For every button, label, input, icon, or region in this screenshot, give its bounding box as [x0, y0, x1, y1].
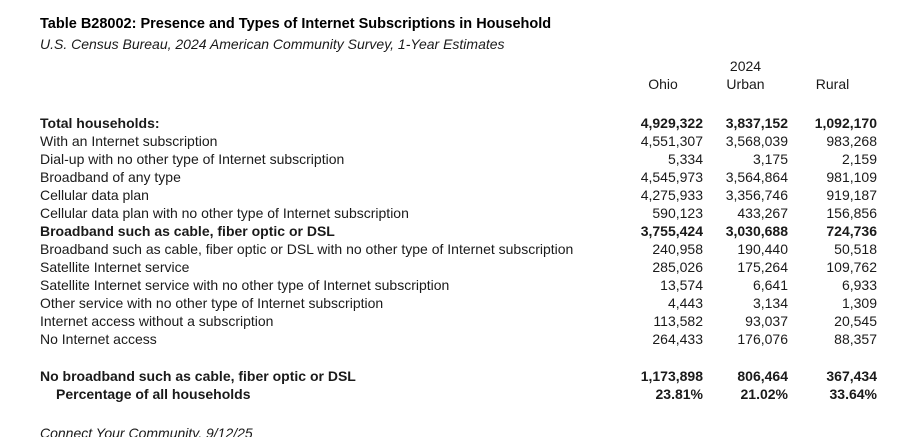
table-row: Total households: 4,929,322 3,837,152 1,… [40, 114, 877, 132]
row-value: 93,037 [745, 313, 788, 329]
column-header-row: Ohio Urban Rural [40, 75, 877, 93]
row-value: 6,641 [752, 277, 788, 293]
row-label: With an Internet subscription [40, 133, 218, 149]
table-row: Cellular data plan with no other type of… [40, 204, 877, 222]
row-value: 6,933 [841, 277, 877, 293]
spacer [788, 57, 877, 75]
row-label: Broadband such as cable, fiber optic or … [40, 223, 335, 239]
spacer [40, 75, 623, 93]
row-value: 113,582 [653, 313, 703, 329]
row-label: Cellular data plan with no other type of… [40, 205, 409, 221]
column-header-rural: Rural [815, 76, 850, 92]
table-row: With an Internet subscription 4,551,307 … [40, 132, 877, 150]
spacer [40, 57, 623, 75]
table-row: No Internet access 264,433 176,076 88,35… [40, 330, 877, 348]
row-value: 983,268 [826, 133, 877, 149]
row-label: Percentage of all households [56, 386, 251, 402]
row-value: 175,264 [737, 259, 788, 275]
row-value: 190,440 [737, 241, 788, 257]
row-value: 367,434 [826, 368, 877, 384]
row-label: Satellite Internet service with no other… [40, 277, 450, 293]
year-header-row: 2024 [40, 57, 877, 75]
row-label: Total households: [40, 115, 160, 131]
row-value: 1,309 [841, 295, 877, 311]
row-value: 3,030,688 [725, 223, 788, 239]
row-value: 13,574 [660, 277, 703, 293]
table-row: Broadband such as cable, fiber optic or … [40, 240, 877, 258]
row-value: 3,568,039 [725, 133, 788, 149]
table-row: Broadband such as cable, fiber optic or … [40, 222, 877, 240]
row-value: 919,187 [826, 187, 877, 203]
year-header: 2024 [729, 58, 762, 74]
row-value: 1,173,898 [640, 368, 703, 384]
row-value: 4,545,973 [640, 169, 703, 185]
row-value: 21.02% [740, 386, 788, 402]
row-value: 1,092,170 [814, 115, 877, 131]
page-subtitle: U.S. Census Bureau, 2024 American Commun… [40, 36, 505, 52]
table-row: Satellite Internet service 285,026 175,2… [40, 258, 877, 276]
census-table-page: Table B28002: Presence and Types of Inte… [40, 16, 877, 437]
row-value: 176,076 [737, 331, 788, 347]
table-row: Dial-up with no other type of Internet s… [40, 150, 877, 168]
row-label: Satellite Internet service [40, 259, 190, 275]
row-value: 88,357 [834, 331, 877, 347]
row-value: 4,443 [667, 295, 703, 311]
column-header-urban: Urban [726, 76, 765, 92]
spacer [623, 57, 703, 75]
table-summary: No broadband such as cable, fiber optic … [40, 367, 877, 403]
table-row: Cellular data plan 4,275,933 3,356,746 9… [40, 186, 877, 204]
table-row: Satellite Internet service with no other… [40, 276, 877, 294]
row-value: 3,837,152 [725, 115, 788, 131]
row-value: 240,958 [652, 241, 703, 257]
footnote: Connect Your Community, 9/12/25 [40, 425, 253, 437]
row-value: 3,755,424 [640, 223, 703, 239]
row-label: Broadband of any type [40, 169, 181, 185]
row-label: Internet access without a subscription [40, 313, 274, 329]
row-value: 4,929,322 [640, 115, 703, 131]
row-value: 4,275,933 [640, 187, 703, 203]
row-label: No Internet access [40, 331, 157, 347]
row-value: 109,762 [826, 259, 877, 275]
column-header-ohio: Ohio [648, 76, 678, 92]
row-value: 3,356,746 [725, 187, 788, 203]
page-title: Table B28002: Presence and Types of Inte… [40, 16, 552, 32]
row-value: 724,736 [826, 223, 877, 239]
row-label: Cellular data plan [40, 187, 149, 203]
row-label: Dial-up with no other type of Internet s… [40, 151, 345, 167]
row-value: 981,109 [826, 169, 877, 185]
table-body: Total households: 4,929,322 3,837,152 1,… [40, 114, 877, 348]
table-row: Percentage of all households 23.81% 21.0… [40, 385, 877, 403]
row-value: 50,518 [834, 241, 877, 257]
row-value: 285,026 [652, 259, 703, 275]
row-value: 3,134 [752, 295, 788, 311]
row-label: No broadband such as cable, fiber optic … [40, 368, 356, 384]
row-value: 3,175 [752, 151, 788, 167]
row-value: 806,464 [737, 368, 788, 384]
row-label: Other service with no other type of Inte… [40, 295, 384, 311]
row-value: 3,564,864 [725, 169, 788, 185]
row-value: 5,334 [667, 151, 703, 167]
table-row: Broadband of any type 4,545,973 3,564,86… [40, 168, 877, 186]
row-value: 433,267 [737, 205, 788, 221]
row-value: 2,159 [841, 151, 877, 167]
row-value: 23.81% [655, 386, 703, 402]
table-row: Other service with no other type of Inte… [40, 294, 877, 312]
row-value: 590,123 [652, 205, 703, 221]
row-value: 20,545 [834, 313, 877, 329]
table-row: Internet access without a subscription 1… [40, 312, 877, 330]
row-value: 264,433 [652, 331, 703, 347]
row-value: 33.64% [829, 386, 877, 402]
row-label: Broadband such as cable, fiber optic or … [40, 241, 574, 257]
row-value: 156,856 [826, 205, 877, 221]
table-row: No broadband such as cable, fiber optic … [40, 367, 877, 385]
row-value: 4,551,307 [640, 133, 703, 149]
